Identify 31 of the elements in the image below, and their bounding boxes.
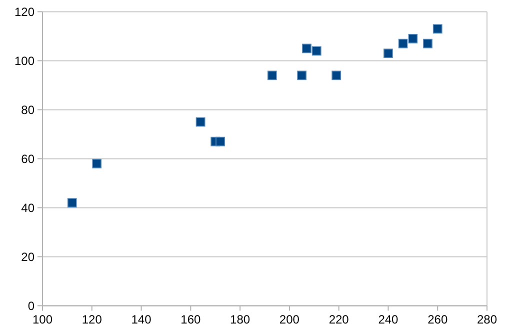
point: [302, 44, 312, 54]
x-tick-label: 100: [32, 312, 53, 327]
point: [408, 34, 418, 44]
x-tick-label: 220: [328, 312, 350, 327]
y-tick-label: 40: [21, 200, 35, 215]
x-tick-label: 240: [378, 312, 399, 327]
point: [267, 70, 277, 80]
point: [67, 198, 77, 208]
y-tick-label: 120: [14, 4, 35, 19]
y-tick-label: 60: [21, 152, 35, 166]
point: [92, 158, 102, 168]
point: [297, 70, 306, 80]
x-tick-label: 260: [428, 312, 448, 327]
y-tick-label: 20: [21, 250, 35, 264]
point: [216, 136, 225, 146]
point: [432, 24, 442, 34]
point: [398, 38, 408, 48]
point: [423, 38, 432, 48]
x-tick-label: 280: [476, 312, 498, 327]
point: [196, 117, 206, 127]
point: [384, 48, 393, 58]
y-tick-label: 0: [28, 298, 35, 313]
x-tick-label: 180: [230, 312, 250, 327]
x-tick-label: 120: [82, 312, 102, 327]
y-tick-label: 100: [14, 54, 35, 68]
x-tick-label: 200: [279, 312, 300, 327]
point: [312, 46, 322, 56]
point: [332, 70, 342, 80]
y-tick-label: 80: [21, 102, 35, 117]
x-tick-label: 160: [180, 312, 201, 327]
x-tick-label: 140: [131, 312, 152, 327]
